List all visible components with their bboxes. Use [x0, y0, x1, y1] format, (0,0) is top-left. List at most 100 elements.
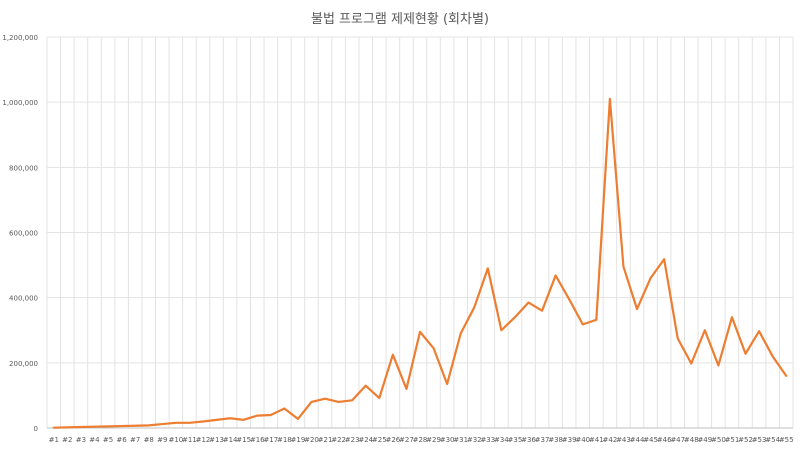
- x-tick-label: #41: [589, 436, 604, 444]
- data-point: [704, 329, 706, 331]
- x-tick-label: #14: [223, 436, 238, 444]
- x-tick-label: #39: [562, 436, 577, 444]
- data-point: [622, 266, 624, 268]
- x-tick-label: #52: [738, 436, 753, 444]
- data-point: [568, 298, 570, 300]
- x-tick-label: #43: [616, 436, 631, 444]
- x-tick-label: #10: [168, 436, 183, 444]
- data-point: [351, 399, 353, 401]
- data-point: [595, 319, 597, 321]
- x-tick-label: #42: [603, 436, 618, 444]
- y-tick-label: 400,000: [9, 295, 38, 303]
- x-tick-label: #34: [494, 436, 509, 444]
- series-layer: [52, 97, 788, 429]
- data-point: [731, 316, 733, 318]
- x-tick-label: #19: [291, 436, 306, 444]
- data-point: [120, 425, 122, 427]
- x-tick-label: #45: [643, 436, 658, 444]
- data-point: [744, 353, 746, 355]
- x-tick-label: #24: [358, 436, 373, 444]
- data-point: [771, 355, 773, 357]
- x-tick-label: #1: [49, 436, 59, 444]
- x-tick-label: #35: [508, 436, 523, 444]
- y-tick-label: 1,200,000: [2, 34, 38, 42]
- x-tick-label: #20: [304, 436, 319, 444]
- x-tick-label: #13: [209, 436, 224, 444]
- data-point: [229, 417, 231, 419]
- x-tick-label: #54: [765, 436, 780, 444]
- x-tick-label: #32: [467, 436, 482, 444]
- x-tick-label: #47: [670, 436, 685, 444]
- data-point: [663, 258, 665, 260]
- data-point: [392, 353, 394, 355]
- x-tick-label: #55: [779, 436, 794, 444]
- x-tick-label: #40: [575, 436, 590, 444]
- x-tick-label: #2: [62, 436, 72, 444]
- data-point: [609, 98, 611, 100]
- data-point: [93, 425, 95, 427]
- data-point: [541, 310, 543, 312]
- x-tick-label: #4: [89, 436, 100, 444]
- data-point: [215, 419, 217, 421]
- x-tick-label: #15: [236, 436, 251, 444]
- x-tick-label: #37: [535, 436, 550, 444]
- data-point: [446, 383, 448, 385]
- x-tick-label: #50: [711, 436, 726, 444]
- data-point: [405, 388, 407, 390]
- data-point: [785, 375, 787, 377]
- x-tick-label: #8: [144, 436, 154, 444]
- data-point: [514, 316, 516, 318]
- data-point: [554, 274, 556, 276]
- data-point: [365, 384, 367, 386]
- data-point: [175, 422, 177, 424]
- data-point: [297, 418, 299, 420]
- data-point: [188, 422, 190, 424]
- data-point: [337, 401, 339, 403]
- x-tick-label: #17: [263, 436, 278, 444]
- y-tick-label: 1,000,000: [2, 99, 38, 107]
- x-tick-label: #7: [130, 436, 140, 444]
- data-point: [53, 426, 55, 428]
- x-tick-label: #36: [521, 436, 536, 444]
- data-point: [527, 301, 529, 303]
- x-tick-label: #49: [697, 436, 712, 444]
- x-tick-label: #31: [453, 436, 468, 444]
- data-point: [256, 414, 258, 416]
- data-point: [324, 397, 326, 399]
- x-tick-label: #5: [103, 436, 113, 444]
- x-tick-label: #18: [277, 436, 292, 444]
- chart-title: 불법 프로그램 제제현황 (회차별): [310, 12, 490, 27]
- data-point: [487, 267, 489, 269]
- data-point: [134, 425, 136, 427]
- data-point: [378, 397, 380, 399]
- x-tick-label: #38: [548, 436, 563, 444]
- x-tick-label: #23: [345, 436, 360, 444]
- y-tick-label: 600,000: [9, 230, 38, 238]
- x-tick-label: #53: [752, 436, 767, 444]
- data-point: [270, 414, 272, 416]
- x-tick-label: #16: [250, 436, 265, 444]
- x-tick-label: #30: [440, 436, 455, 444]
- data-point: [500, 329, 502, 331]
- data-point: [202, 420, 204, 422]
- data-point: [107, 425, 109, 427]
- x-tick-label: #51: [725, 436, 740, 444]
- data-point: [80, 426, 82, 428]
- x-tick-label: #25: [372, 436, 387, 444]
- x-tick-label: #44: [630, 436, 645, 444]
- y-tick-label: 0: [34, 425, 38, 433]
- data-point: [66, 426, 68, 428]
- x-tick-label: #22: [331, 436, 346, 444]
- data-point: [677, 337, 679, 339]
- data-point: [419, 331, 421, 333]
- x-tick-label: #21: [318, 436, 333, 444]
- data-point: [636, 308, 638, 310]
- grid-layer: [46, 36, 794, 429]
- x-tick-label: #12: [196, 436, 211, 444]
- x-tick-label: #28: [413, 436, 428, 444]
- x-tick-label: #48: [684, 436, 699, 444]
- data-point: [432, 347, 434, 349]
- y-tick-label: 200,000: [9, 360, 38, 368]
